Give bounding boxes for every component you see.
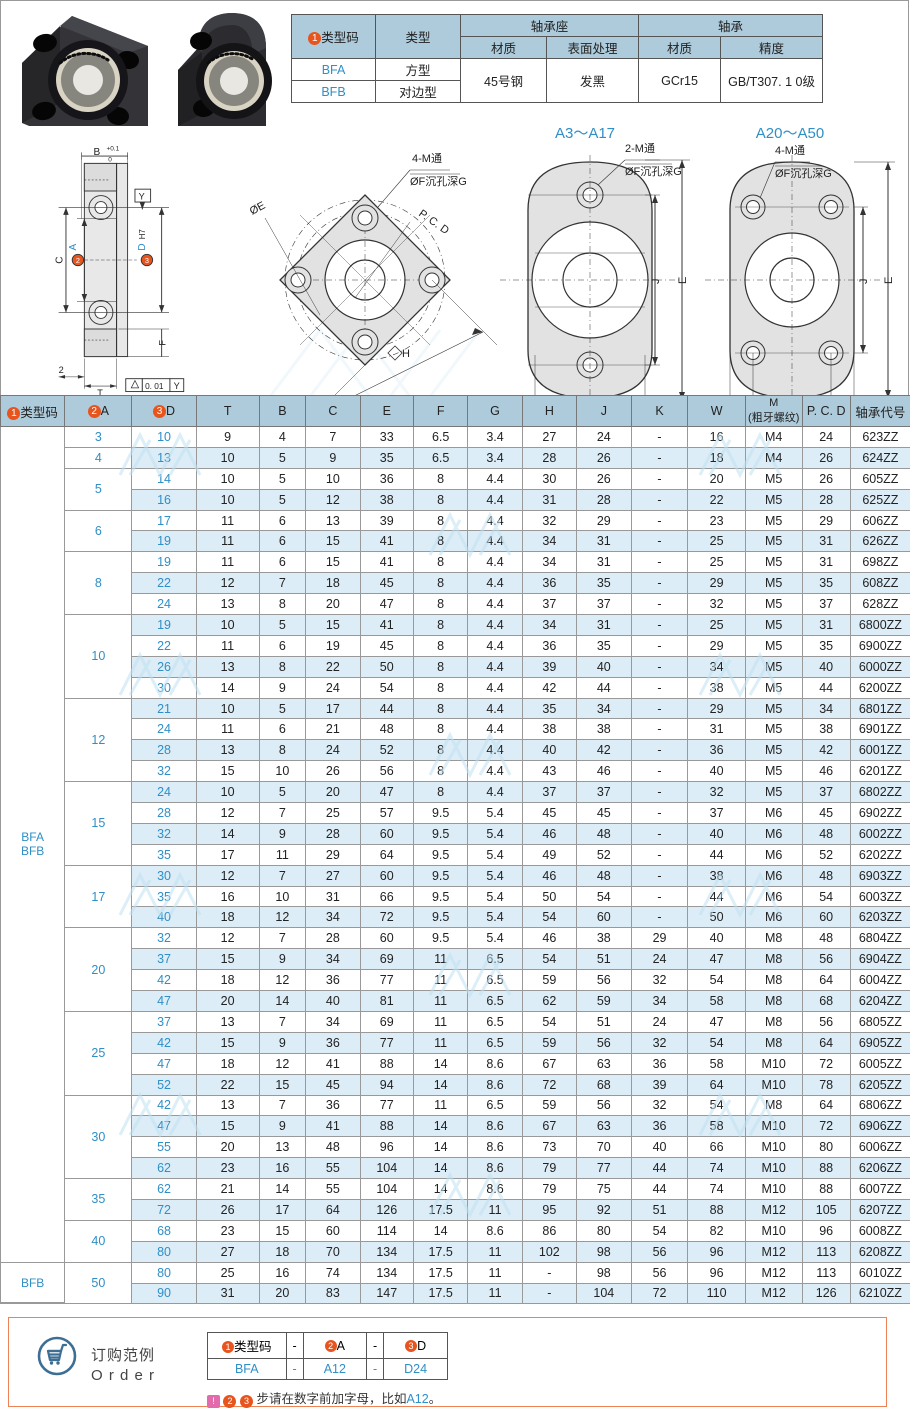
svg-text:0. 01: 0. 01 xyxy=(145,382,164,391)
svg-text:4-M通: 4-M通 xyxy=(412,152,442,165)
svg-text:F: F xyxy=(157,340,167,346)
svg-text:4-M通: 4-M通 xyxy=(775,144,805,157)
svg-text:H7: H7 xyxy=(138,229,147,239)
svg-text:H: H xyxy=(402,348,410,360)
svg-text:J: J xyxy=(650,279,662,285)
svg-text:J: J xyxy=(858,279,870,285)
svg-text:Y: Y xyxy=(139,191,145,201)
svg-text:2-M通: 2-M通 xyxy=(625,142,655,155)
svg-text:E: E xyxy=(677,277,689,284)
svg-text:A20〜A50: A20〜A50 xyxy=(756,125,824,142)
svg-text:+0.1: +0.1 xyxy=(106,146,119,153)
svg-text:E: E xyxy=(883,277,895,284)
svg-text:P. C. D: P. C. D xyxy=(416,208,451,237)
svg-text:D: D xyxy=(137,243,148,250)
svg-text:Y: Y xyxy=(174,381,180,391)
svg-text:3: 3 xyxy=(145,256,149,265)
svg-text:ØE: ØE xyxy=(248,200,268,218)
svg-text:A3〜A17: A3〜A17 xyxy=(555,125,615,142)
svg-text:B: B xyxy=(94,147,101,158)
svg-text:ØF沉孔深G: ØF沉孔深G xyxy=(625,165,682,178)
svg-text:0: 0 xyxy=(108,157,112,164)
svg-text:ØF沉孔深G: ØF沉孔深G xyxy=(775,167,832,180)
svg-text:A: A xyxy=(68,243,79,250)
svg-text:2: 2 xyxy=(76,256,80,265)
svg-text:C: C xyxy=(54,256,65,263)
svg-text:ØF沉孔深G: ØF沉孔深G xyxy=(410,175,467,188)
svg-text:2: 2 xyxy=(59,365,64,375)
